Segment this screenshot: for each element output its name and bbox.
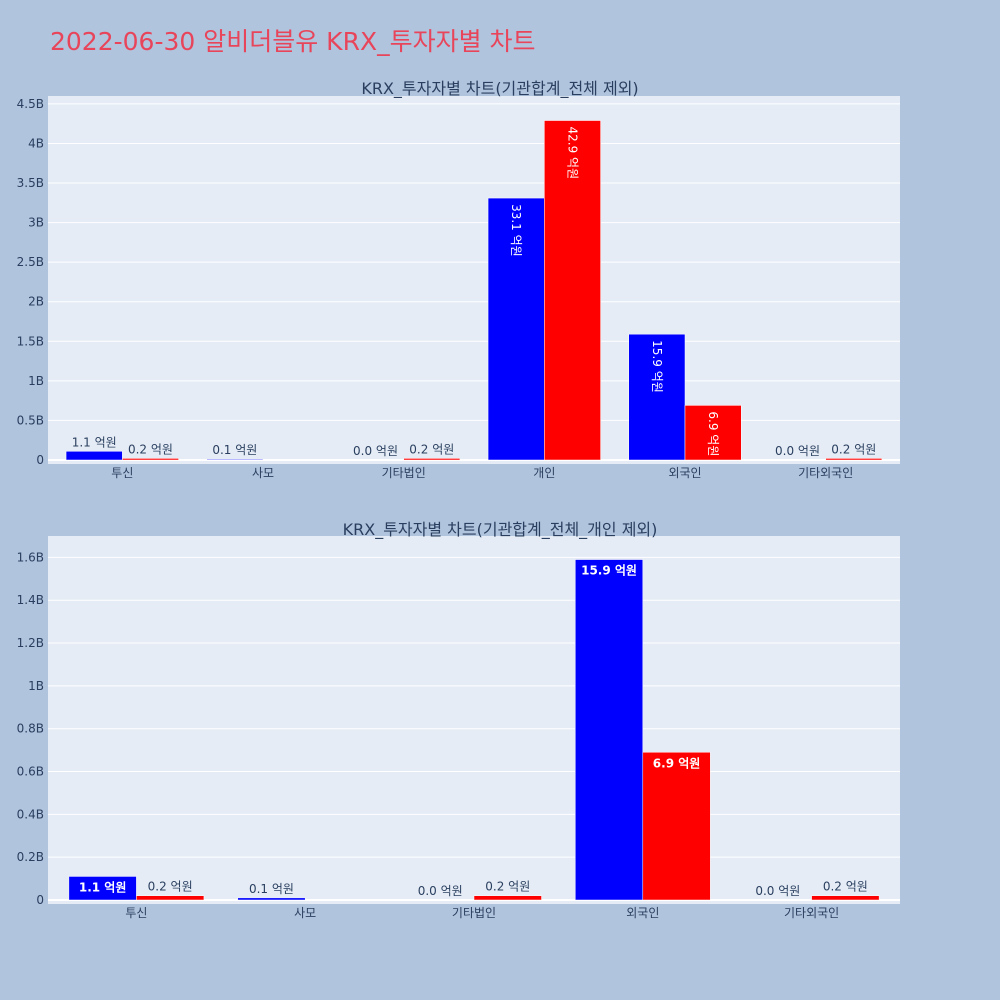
data-label: 0.1 억원 <box>212 443 257 457</box>
data-label: 0.0 억원 <box>353 444 398 458</box>
chart-title: KRX_투자자별 차트(기관합계_전체_개인 제외) <box>343 520 658 540</box>
data-label: 15.9 억원 <box>650 340 664 393</box>
bar <box>403 458 461 461</box>
y-tick-label: 0.5B <box>17 413 44 427</box>
data-label: 6.9 억원 <box>653 756 701 770</box>
y-tick-label: 1.4B <box>17 593 44 607</box>
y-tick-label: 0.2B <box>17 850 44 864</box>
x-tick-label: 투신 <box>111 466 133 480</box>
y-tick-label: 3B <box>28 216 44 230</box>
data-label: 0.2 억원 <box>128 442 173 456</box>
y-tick-label: 1.5B <box>17 334 44 348</box>
bar <box>684 405 742 461</box>
bar <box>811 895 880 901</box>
y-tick-label: 0.6B <box>17 765 44 779</box>
y-tick-label: 1B <box>28 374 44 388</box>
bar <box>544 120 601 461</box>
data-label: 0.1 억원 <box>249 882 294 896</box>
data-label: 6.9 억원 <box>706 411 720 456</box>
bar <box>206 458 264 461</box>
x-tick-label: 외국인 <box>668 466 701 480</box>
y-tick-label: 0 <box>36 893 44 907</box>
data-label: 0.0 억원 <box>775 444 820 458</box>
x-tick-label: 기타법인 <box>382 466 426 480</box>
y-tick-label: 3.5B <box>17 176 44 190</box>
data-label: 0.2 억원 <box>831 442 876 456</box>
bar <box>65 451 123 461</box>
data-label: 42.9 억원 <box>565 127 579 180</box>
page-title: 2022-06-30 알비더블유 KRX_투자자별 차트 <box>50 27 536 56</box>
x-tick-label: 사모 <box>294 906 316 920</box>
bar <box>628 333 686 461</box>
data-label: 0.2 억원 <box>148 880 193 894</box>
chart-2: 0 0.2B 0.4B 0.6B 0.8B 1B 1.2B 1.4B 1.6B KRX_투자자별 … <box>17 520 900 920</box>
x-tick-label: 기타법인 <box>452 906 496 920</box>
bar <box>575 559 644 901</box>
y-tick-label: 0.8B <box>17 722 44 736</box>
bar <box>136 895 205 901</box>
x-tick-label: 외국인 <box>626 906 659 920</box>
x-tick-label: 개인 <box>533 466 555 480</box>
data-label: 0.2 억원 <box>485 880 530 894</box>
chart-title: KRX_투자자별 차트(기관합계_전체 제외) <box>361 79 638 99</box>
x-tick-label: 기타외국인 <box>784 906 839 920</box>
data-label: 0.2 억원 <box>823 880 868 894</box>
data-label: 15.9 억원 <box>581 564 637 578</box>
y-tick-label: 1.6B <box>17 550 44 564</box>
bar <box>237 897 306 901</box>
y-tick-label: 1B <box>28 679 44 693</box>
y-tick-label: 2B <box>28 295 44 309</box>
data-label: 33.1 억원 <box>509 204 523 257</box>
data-label: 0.2 억원 <box>409 442 454 456</box>
data-label: 1.1 억원 <box>79 880 127 894</box>
y-tick-label: 2.5B <box>17 255 44 269</box>
bar <box>487 197 545 461</box>
plot-area <box>48 96 900 464</box>
y-tick-label: 1.2B <box>17 636 44 650</box>
y-tick-label: 0 <box>36 453 44 467</box>
y-tick-label: 0.4B <box>17 807 44 821</box>
bar <box>825 458 883 461</box>
plot-area <box>48 536 900 904</box>
data-label: 0.0 억원 <box>755 884 800 898</box>
chart-1: 0 0.5B 1B 1.5B 2B 2.5B 3B 3.5B 4B 4.5B KRX_투자자별 차트… <box>17 79 900 480</box>
x-tick-label: 기타외국인 <box>798 466 853 480</box>
data-label: 0.0 억원 <box>418 884 463 898</box>
y-tick-label: 4B <box>28 136 44 150</box>
x-tick-label: 투신 <box>125 906 147 920</box>
data-label: 1.1 억원 <box>72 435 117 449</box>
bar <box>122 458 179 461</box>
bar <box>68 876 137 901</box>
bar <box>473 895 542 901</box>
x-tick-label: 사모 <box>252 466 274 480</box>
y-tick-label: 4.5B <box>17 97 44 111</box>
bar <box>642 752 711 901</box>
